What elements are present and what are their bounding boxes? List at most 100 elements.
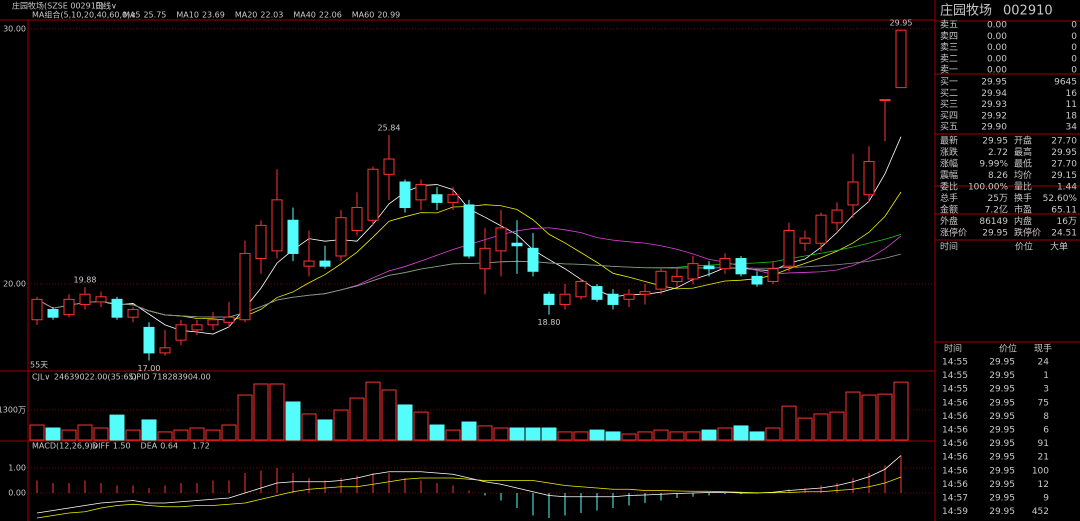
quote-label: 最低 <box>1014 158 1032 170</box>
stock-code: 002910 <box>1003 4 1053 19</box>
quote-label: 总手 <box>940 192 958 204</box>
candle-body <box>335 217 347 257</box>
quote-label: 金额 <box>940 204 958 216</box>
trade-volume: 75 <box>1038 398 1049 408</box>
book-label: 卖四 <box>940 31 958 42</box>
quote-label: 最高 <box>1014 146 1032 158</box>
extreme-label: 18.80 <box>538 318 561 327</box>
volume-bar <box>589 429 605 441</box>
candle-body <box>623 293 635 300</box>
trade-volume: 91 <box>1038 439 1049 449</box>
quote-value: 27.70 <box>1051 160 1077 170</box>
candle-body <box>431 194 443 203</box>
book-volume: 0 <box>1071 43 1077 53</box>
book-label: 卖二 <box>940 53 958 64</box>
quote-label: 涨跌 <box>940 147 958 158</box>
volume-bar <box>221 424 237 441</box>
volume-bar <box>157 431 173 441</box>
book-label: 买五 <box>940 122 958 133</box>
volume-bar <box>573 431 589 441</box>
dea-line <box>36 476 902 519</box>
quote-label: 市盈 <box>1014 204 1032 216</box>
volume-bar <box>701 429 717 441</box>
ma-name: MA10 <box>176 11 199 20</box>
quote-value: 100.00% <box>968 183 1008 193</box>
book-volume: 0 <box>1071 54 1077 64</box>
volume-bar <box>829 411 845 441</box>
book-label: 买一 <box>940 77 958 88</box>
trade-volume: 1 <box>1043 371 1049 381</box>
book-label: 买二 <box>940 88 958 99</box>
ma-value: 20.99 <box>377 11 400 20</box>
volume-bar <box>717 427 733 441</box>
quote-value: 29.95 <box>982 229 1008 239</box>
volume-bar <box>301 413 317 441</box>
candle-body <box>303 260 315 267</box>
candle-body <box>399 181 411 208</box>
candle-body <box>111 298 123 318</box>
book-volume: 16 <box>1066 89 1078 99</box>
volume-bar <box>173 429 189 441</box>
book-volume: 11 <box>1066 100 1077 110</box>
stock-name: 庄园牧场 <box>940 3 992 19</box>
ma-line <box>36 253 902 318</box>
candle-body <box>591 286 603 300</box>
candle-body <box>447 194 459 203</box>
quote-value: 16万 <box>1057 217 1077 227</box>
trade-volume: 452 <box>1032 507 1049 517</box>
volume-bar <box>893 381 909 441</box>
candle-body <box>463 204 475 257</box>
ma-name: MA20 <box>235 11 258 20</box>
trade-time: 14:56 <box>942 466 968 476</box>
candle-body <box>831 209 843 224</box>
volume-bar <box>797 417 813 441</box>
ma-value: 22.06 <box>319 11 342 20</box>
book-price: 0.00 <box>987 66 1007 76</box>
volume-bar <box>509 427 525 441</box>
quote-value: 29.95 <box>982 137 1008 147</box>
candle-body <box>847 181 859 206</box>
big-order-header: 时间 <box>940 241 958 253</box>
trade-time: 14:56 <box>942 426 968 436</box>
volume-bar <box>93 427 109 441</box>
trade-time: 14:56 <box>942 412 968 422</box>
quote-value: 25万 <box>988 194 1008 204</box>
trade-volume: 9 <box>1043 494 1049 504</box>
ma-name: MA5 <box>123 11 140 20</box>
candle-body <box>799 237 811 244</box>
quote-label: 量比 <box>1014 181 1032 193</box>
volume-bar <box>269 383 285 441</box>
candle-body <box>239 252 251 321</box>
volume-bar <box>477 425 493 441</box>
candle-body <box>687 263 699 280</box>
quote-value: 2.72 <box>988 148 1008 158</box>
big-order-header: 价位 <box>1015 241 1033 253</box>
candle-body <box>767 268 779 282</box>
trade-time: 14:55 <box>942 371 968 381</box>
candle-body <box>175 324 187 341</box>
range-label: 55天 <box>30 361 48 370</box>
volume-bar <box>349 397 365 441</box>
candle-body <box>95 296 107 303</box>
macd-value: 0.64 <box>160 442 178 451</box>
trade-volume: 8 <box>1043 412 1049 422</box>
candle-body <box>287 219 299 254</box>
extreme-label: 17.00 <box>138 364 161 373</box>
candle-body <box>143 326 155 354</box>
trade-price: 29.95 <box>989 494 1015 504</box>
y-tick-label: 1300万 <box>0 406 26 415</box>
candle-body <box>895 29 907 89</box>
volume-bar <box>541 427 557 441</box>
trade-time: 14:56 <box>942 453 968 463</box>
candle-body <box>751 275 763 285</box>
candle-body <box>223 316 235 323</box>
candle-body <box>495 227 507 252</box>
volume-bar <box>685 431 701 441</box>
volume-bar <box>333 409 349 441</box>
volume-bar <box>413 411 429 441</box>
quote-label: 震幅 <box>940 169 958 181</box>
volume-bar <box>877 393 893 441</box>
quote-value: 1.44 <box>1057 183 1077 193</box>
candle-body <box>159 347 171 354</box>
volume-bar <box>77 424 93 441</box>
